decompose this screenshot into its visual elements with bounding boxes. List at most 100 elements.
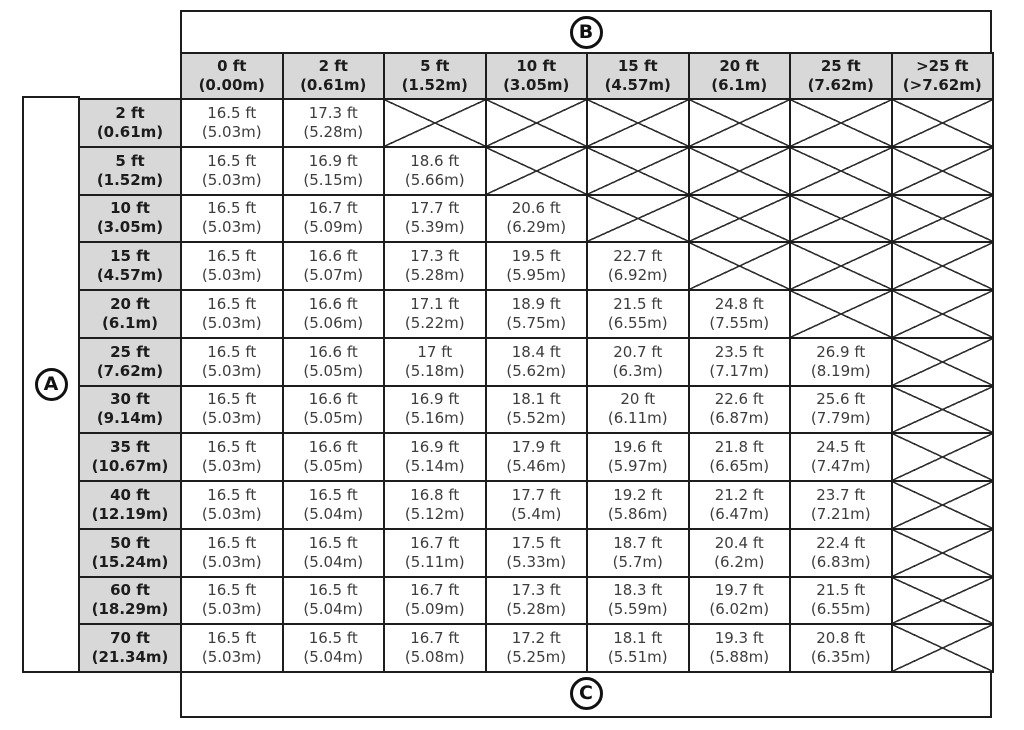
crossed-cell	[890, 575, 994, 626]
cell-text-line: 16.5 ft	[207, 247, 257, 266]
value-cell: 16.5 ft (5.04m)	[281, 480, 385, 530]
cell-text-line: 16.5 ft	[207, 294, 257, 313]
cell-text-line: (5.52m)	[506, 409, 567, 428]
axis-label-b: B	[569, 15, 603, 49]
table-head: 0 ft (0.00m) 2 ft (0.61m) 5 ft (1.52m) 10 ft (3…	[79, 52, 994, 100]
cell-text-line: 24.8 ft	[714, 294, 764, 313]
cell-text-line: 16.9 ft	[308, 151, 358, 170]
crossed-cell	[687, 193, 791, 244]
value-cell: 22.4 ft (6.83m)	[789, 527, 893, 578]
value-cell: 16.5 ft (5.03m)	[180, 432, 284, 482]
cell-text-line: (5.04m)	[303, 504, 364, 523]
cell-text-line: 16.5 ft	[308, 485, 358, 504]
cell-text-line: (6.02m)	[709, 600, 770, 619]
cell-text-line: 16.5 ft	[207, 629, 257, 648]
cell-text-line: 16.9 ft	[410, 390, 460, 409]
value-cell: 16.5 ft (5.03m)	[180, 241, 284, 291]
crossed-cell	[890, 98, 994, 148]
cell-text-line: 0 ft	[217, 57, 247, 75]
value-cell: 16.5 ft (5.03m)	[180, 480, 284, 530]
row-header: 40 ft (12.19m)	[78, 480, 182, 530]
cell-text-line: 19.6 ft	[613, 438, 663, 457]
value-cell: 16.5 ft (5.04m)	[281, 575, 385, 626]
cell-text-line: 16.6 ft	[308, 294, 358, 313]
cell-text-line: (5.03m)	[201, 409, 262, 428]
cell-text-line: (6.1m)	[102, 313, 158, 332]
crossed-cell	[789, 98, 893, 148]
value-cell: 21.2 ft (6.47m)	[687, 480, 791, 530]
cell-text-line: 26.9 ft	[816, 342, 866, 361]
value-cell: 21.5 ft (6.55m)	[586, 289, 690, 339]
cell-text-line: (5.62m)	[506, 361, 567, 380]
cell-text-line: (5.75m)	[506, 313, 567, 332]
cell-text-line: 22.4 ft	[816, 533, 866, 552]
cell-text-line: 16.5 ft	[207, 390, 257, 409]
cell-text-line: 17 ft	[417, 342, 453, 361]
cell-text-line: (5.03m)	[201, 266, 262, 285]
cell-text-line: (5.05m)	[303, 457, 364, 476]
cell-text-line: 22.7 ft	[613, 247, 663, 266]
cell-text-line: 20.6 ft	[511, 199, 561, 218]
value-cell: 20.7 ft (6.3m)	[586, 336, 690, 387]
cell-text-line: 19.3 ft	[714, 629, 764, 648]
value-cell: 17.3 ft (5.28m)	[281, 98, 385, 148]
cell-text-line: 40 ft	[110, 485, 150, 504]
value-cell: 16.9 ft (5.14m)	[383, 432, 487, 482]
table-row: 35 ft (10.67m) 16.5 ft (5.03m) 16.6 ft (5.05m…	[78, 432, 994, 482]
cell-text-line: 16.6 ft	[308, 342, 358, 361]
value-cell: 19.6 ft (5.97m)	[586, 432, 690, 482]
value-cell: 25.6 ft (7.79m)	[789, 384, 893, 435]
cell-text-line: (5.88m)	[709, 648, 770, 667]
cell-text-line: 5 ft	[115, 151, 145, 170]
cell-text-line: (6.35m)	[810, 648, 871, 667]
cell-text-line: (5.03m)	[201, 457, 262, 476]
cell-text-line: 18.3 ft	[613, 581, 663, 600]
cell-text-line: 16.5 ft	[207, 199, 257, 218]
axis-label-c: C	[569, 677, 603, 710]
cell-text-line: 16.9 ft	[410, 438, 460, 457]
cell-text-line: (7.79m)	[810, 409, 871, 428]
value-cell: 18.4 ft (5.62m)	[484, 336, 588, 387]
cell-text-line: 16.8 ft	[410, 485, 460, 504]
value-cell: 18.1 ft (5.52m)	[484, 384, 588, 435]
value-cell: 17.1 ft (5.22m)	[383, 289, 487, 339]
value-cell: 20.6 ft (6.29m)	[484, 193, 588, 244]
value-cell: 16.7 ft (5.08m)	[383, 623, 487, 673]
row-header: 2 ft (0.61m)	[78, 98, 182, 148]
cell-text-line: 22.6 ft	[714, 390, 764, 409]
crossed-cell	[586, 145, 690, 196]
value-cell: 19.5 ft (5.95m)	[484, 241, 588, 291]
cell-text-line: 16.5 ft	[207, 438, 257, 457]
cell-text-line: 25 ft	[820, 57, 861, 75]
cell-text-line: 16.5 ft	[308, 581, 358, 600]
value-cell: 16.5 ft (5.03m)	[180, 575, 284, 626]
cell-text-line: (12.19m)	[91, 504, 169, 523]
value-cell: 16.5 ft (5.03m)	[180, 623, 284, 673]
col-header: 25 ft (7.62m)	[789, 52, 893, 100]
value-cell: 21.5 ft (6.55m)	[789, 575, 893, 626]
cell-text-line: 17.7 ft	[410, 199, 460, 218]
cell-text-line: 16.5 ft	[207, 581, 257, 600]
cell-text-line: (5.05m)	[303, 361, 364, 380]
cell-text-line: (5.12m)	[404, 504, 465, 523]
table-row: 20 ft (6.1m) 16.5 ft (5.03m) 16.6 ft (5.06m) 1…	[78, 289, 994, 339]
cell-text-line: (7.21m)	[810, 504, 871, 523]
value-cell: 16.5 ft (5.03m)	[180, 193, 284, 244]
cell-text-line: 17.3 ft	[511, 581, 561, 600]
table-row: 40 ft (12.19m) 16.5 ft (5.03m) 16.5 ft (5.04m…	[78, 480, 994, 530]
crossed-cell	[687, 145, 791, 196]
cell-text-line: (5.04m)	[303, 552, 364, 571]
cell-text-line: (5.11m)	[404, 552, 465, 571]
col-header: 15 ft (4.57m)	[586, 52, 690, 100]
value-cell: 16.6 ft (5.06m)	[281, 289, 385, 339]
cell-text-line: (6.55m)	[607, 313, 668, 332]
crossed-cell	[890, 527, 994, 578]
reach-table: 0 ft (0.00m) 2 ft (0.61m) 5 ft (1.52m) 10 ft (3…	[78, 52, 994, 673]
value-cell: 16.6 ft (5.07m)	[281, 241, 385, 291]
axis-label-a: A	[34, 368, 68, 401]
value-cell: 16.5 ft (5.04m)	[281, 623, 385, 673]
cell-text-line: 16.7 ft	[410, 533, 460, 552]
crossed-cell	[789, 145, 893, 196]
cell-text-line: 16.5 ft	[308, 533, 358, 552]
cell-text-line: 18.6 ft	[410, 151, 460, 170]
